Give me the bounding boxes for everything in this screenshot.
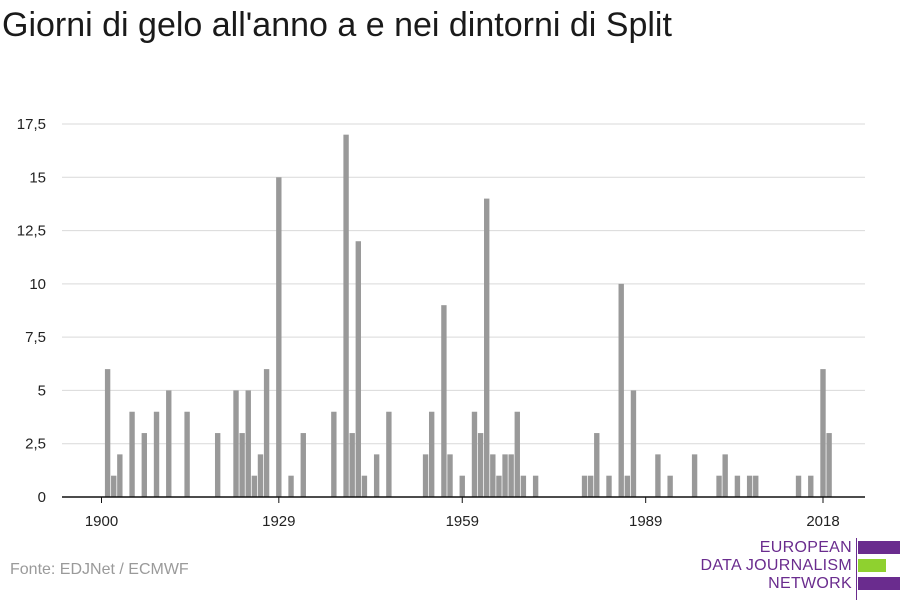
bar-1993 <box>667 475 673 497</box>
bar-1957 <box>447 454 453 497</box>
y-tick-label: 12,5 <box>17 223 46 240</box>
y-tick-label: 0 <box>38 489 46 506</box>
bar-1924 <box>245 390 251 497</box>
bars <box>104 134 832 498</box>
bar-1991 <box>655 454 661 497</box>
logo-line-2: DATA JOURNALISM <box>700 557 852 574</box>
x-tick-label: 2018 <box>806 513 839 530</box>
y-tick-label: 10 <box>29 276 46 293</box>
bar-2014 <box>795 475 802 497</box>
bar-1933 <box>300 433 306 497</box>
bar-1911 <box>166 390 172 497</box>
bar-2019 <box>826 433 832 497</box>
y-tick-label: 15 <box>29 169 46 186</box>
y-tick-label: 5 <box>38 382 46 399</box>
bar-1907 <box>141 433 147 497</box>
bar-1981 <box>594 433 600 497</box>
bar-chart: 0 2,5 5 7,5 10 12,5 15 17,5 1900 1929 1959 1989 201… <box>17 116 865 530</box>
x-tick-label: 1929 <box>262 513 295 530</box>
bar-1963 <box>484 198 490 497</box>
bar-1902 <box>111 475 117 497</box>
bar-1983 <box>606 475 612 497</box>
x-tick-label: 1900 <box>85 513 118 530</box>
bar-1931 <box>288 475 294 497</box>
bar-1909 <box>153 411 160 497</box>
bar-1926 <box>257 454 264 497</box>
bar-1923 <box>239 433 245 497</box>
bar-1938 <box>331 411 337 497</box>
bar-1927 <box>263 369 270 497</box>
bar-1929 <box>276 177 282 498</box>
bar-1971 <box>532 475 539 497</box>
logo-bar-3 <box>858 577 900 590</box>
x-tick-label: 1959 <box>446 513 479 530</box>
bar-1942 <box>355 241 361 497</box>
y-tick-label: 17,5 <box>17 116 46 133</box>
bar-1925 <box>251 475 258 497</box>
y-axis: 0 2,5 5 7,5 10 12,5 15 17,5 <box>17 116 46 506</box>
bar-1979 <box>581 475 588 497</box>
bar-1953 <box>422 454 429 497</box>
edjnet-logo: EUROPEAN DATA JOURNALISM NETWORK <box>700 538 900 600</box>
bar-1965 <box>496 475 502 497</box>
bar-2006 <box>746 475 753 497</box>
y-tick-label: 7,5 <box>25 329 46 346</box>
bar-1967 <box>508 454 514 497</box>
logo-divider <box>856 538 857 600</box>
bar-1969 <box>520 475 527 497</box>
bar-2016 <box>808 475 814 497</box>
bar-1940 <box>343 134 349 497</box>
bar-1919 <box>214 433 221 497</box>
bar-1987 <box>630 390 637 497</box>
bar-1961 <box>471 411 478 497</box>
bar-1901 <box>104 369 111 497</box>
bar-1966 <box>502 454 508 497</box>
bar-1922 <box>233 390 239 497</box>
bar-1941 <box>349 433 355 497</box>
bar-1956 <box>441 305 447 497</box>
bar-1986 <box>624 475 631 497</box>
bar-1968 <box>514 411 520 497</box>
logo-bar-1 <box>858 541 900 554</box>
bar-1997 <box>691 454 698 497</box>
bar-1945 <box>373 454 380 497</box>
bar-2004 <box>734 475 741 497</box>
logo-line-3: NETWORK <box>768 575 852 592</box>
bar-1985 <box>618 283 624 497</box>
bar-1964 <box>490 454 496 497</box>
bar-1962 <box>477 433 484 497</box>
x-axis: 1900 1929 1959 1989 2018 <box>62 496 865 530</box>
bar-1980 <box>587 475 594 497</box>
grid-lines <box>62 123 865 445</box>
source-note: Fonte: EDJNet / ECMWF <box>10 561 189 578</box>
bar-1943 <box>361 475 368 497</box>
bar-2002 <box>722 454 728 497</box>
bar-1914 <box>184 411 190 497</box>
logo-line-1: EUROPEAN <box>759 539 852 556</box>
bar-2001 <box>716 475 722 497</box>
bar-1903 <box>117 454 123 497</box>
bar-1947 <box>386 411 392 497</box>
x-tick-label: 1989 <box>629 513 662 530</box>
y-tick-label: 2,5 <box>25 436 46 453</box>
bar-2018 <box>820 369 826 497</box>
bar-1959 <box>459 475 465 497</box>
bar-2007 <box>753 475 759 497</box>
logo-bar-2 <box>858 559 886 572</box>
chart-title: Giorni di gelo all'anno a e nei dintorni… <box>2 6 672 44</box>
bar-1905 <box>129 411 135 497</box>
bar-1954 <box>428 411 435 497</box>
